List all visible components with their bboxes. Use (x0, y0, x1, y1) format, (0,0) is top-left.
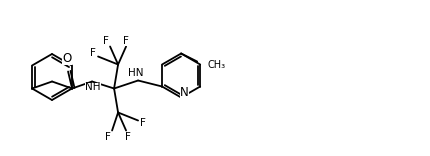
Text: HN: HN (128, 68, 144, 78)
Text: N: N (180, 86, 188, 99)
Text: CH₃: CH₃ (207, 59, 225, 70)
Text: F: F (105, 132, 111, 141)
Text: F: F (140, 119, 146, 129)
Text: F: F (125, 132, 131, 141)
Text: F: F (90, 49, 96, 58)
Text: F: F (123, 36, 129, 46)
Text: O: O (62, 51, 72, 64)
Text: NH: NH (85, 83, 101, 93)
Text: F: F (103, 36, 109, 46)
